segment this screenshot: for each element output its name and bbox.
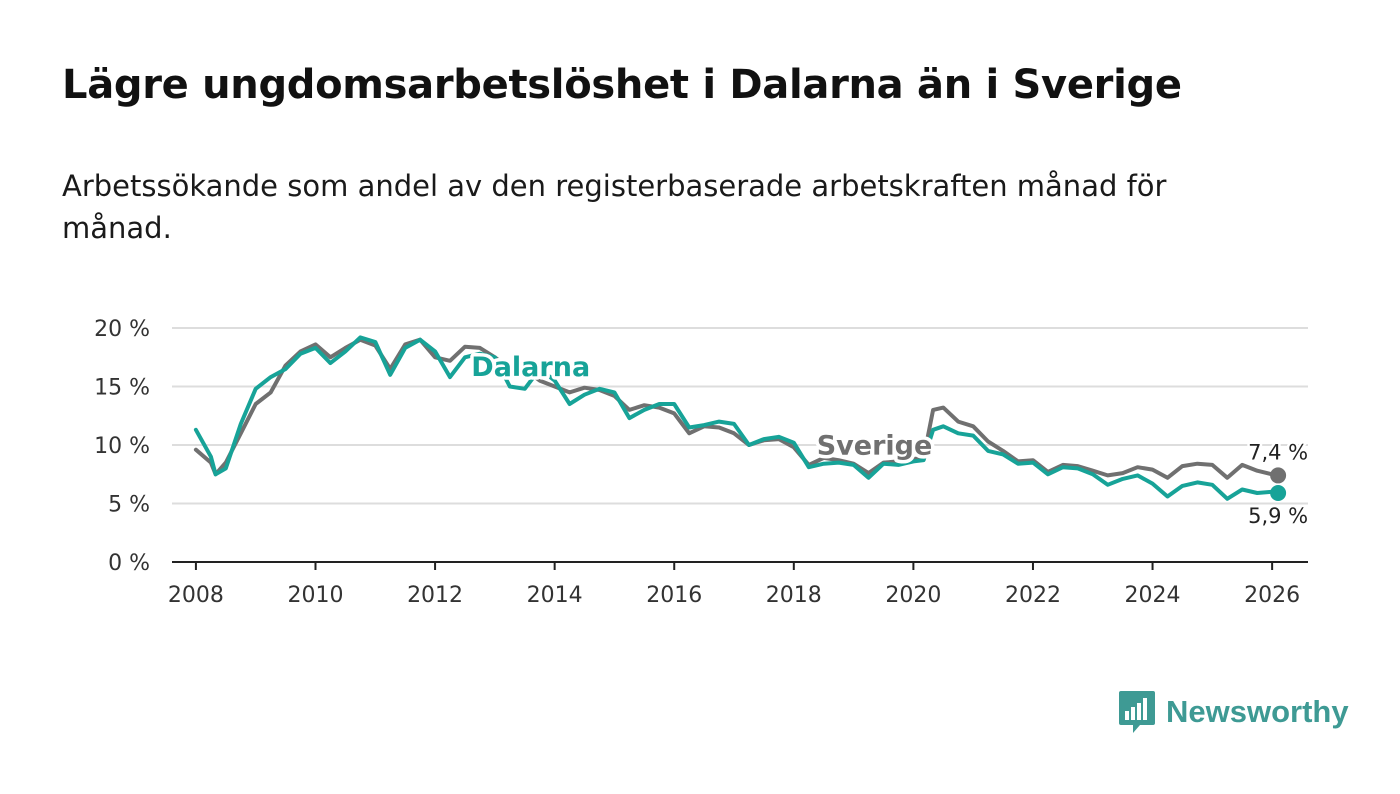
x-tick-label: 2022 [1005, 583, 1061, 608]
series-line-dalarna [193, 335, 1281, 501]
y-tick-label: 15 % [94, 376, 150, 401]
series-lines [193, 335, 1287, 501]
y-tick-label: 0 % [108, 551, 150, 576]
endpoint-marker-sverige [1270, 467, 1287, 484]
x-tick-label: 2016 [646, 583, 702, 608]
endpoint-marker-dalarna [1270, 484, 1287, 501]
x-tick-label: 2012 [407, 583, 463, 608]
x-tick-label: 2020 [885, 583, 941, 608]
newsworthy-logo: Newsworthy [1118, 690, 1349, 734]
newsworthy-bar-chart-icon [1119, 691, 1155, 733]
x-tick-label: 2008 [168, 583, 224, 608]
y-tick-label: 5 % [108, 493, 150, 518]
end-value-label-sverige: 7,4 % [1248, 440, 1308, 464]
x-axis: 2008 2010 2012 2014 2016 2018 2020 2022 2024 2026 [168, 561, 1308, 608]
y-tick-label: 20 % [94, 317, 150, 342]
x-tick-label: 2024 [1125, 583, 1181, 608]
chart-title: Lägre ungdomsarbetslöshet i Dalarna än i… [62, 62, 1182, 108]
series-labels: Dalarna Sverige 7,4 % 5,9 % [468, 348, 1311, 530]
chart-subtitle: Arbetssökande som andel av den registerb… [62, 169, 1167, 245]
x-tick-label: 2018 [766, 583, 822, 608]
gridlines [172, 327, 1308, 505]
x-tick-label: 2010 [287, 583, 343, 608]
brand-name: Newsworthy [1166, 694, 1349, 729]
x-tick-label: 2014 [527, 583, 583, 608]
y-tick-label: 10 % [94, 434, 150, 459]
series-label-sverige: Sverige [817, 430, 933, 461]
y-axis-tick-labels: 0 % 5 % 10 % 15 % 20 % [94, 317, 150, 576]
series-line-sverige [193, 337, 1281, 480]
series-label-dalarna: Dalarna [471, 352, 590, 383]
x-tick-label: 2026 [1244, 583, 1300, 608]
end-value-label-dalarna: 5,9 % [1248, 504, 1308, 528]
